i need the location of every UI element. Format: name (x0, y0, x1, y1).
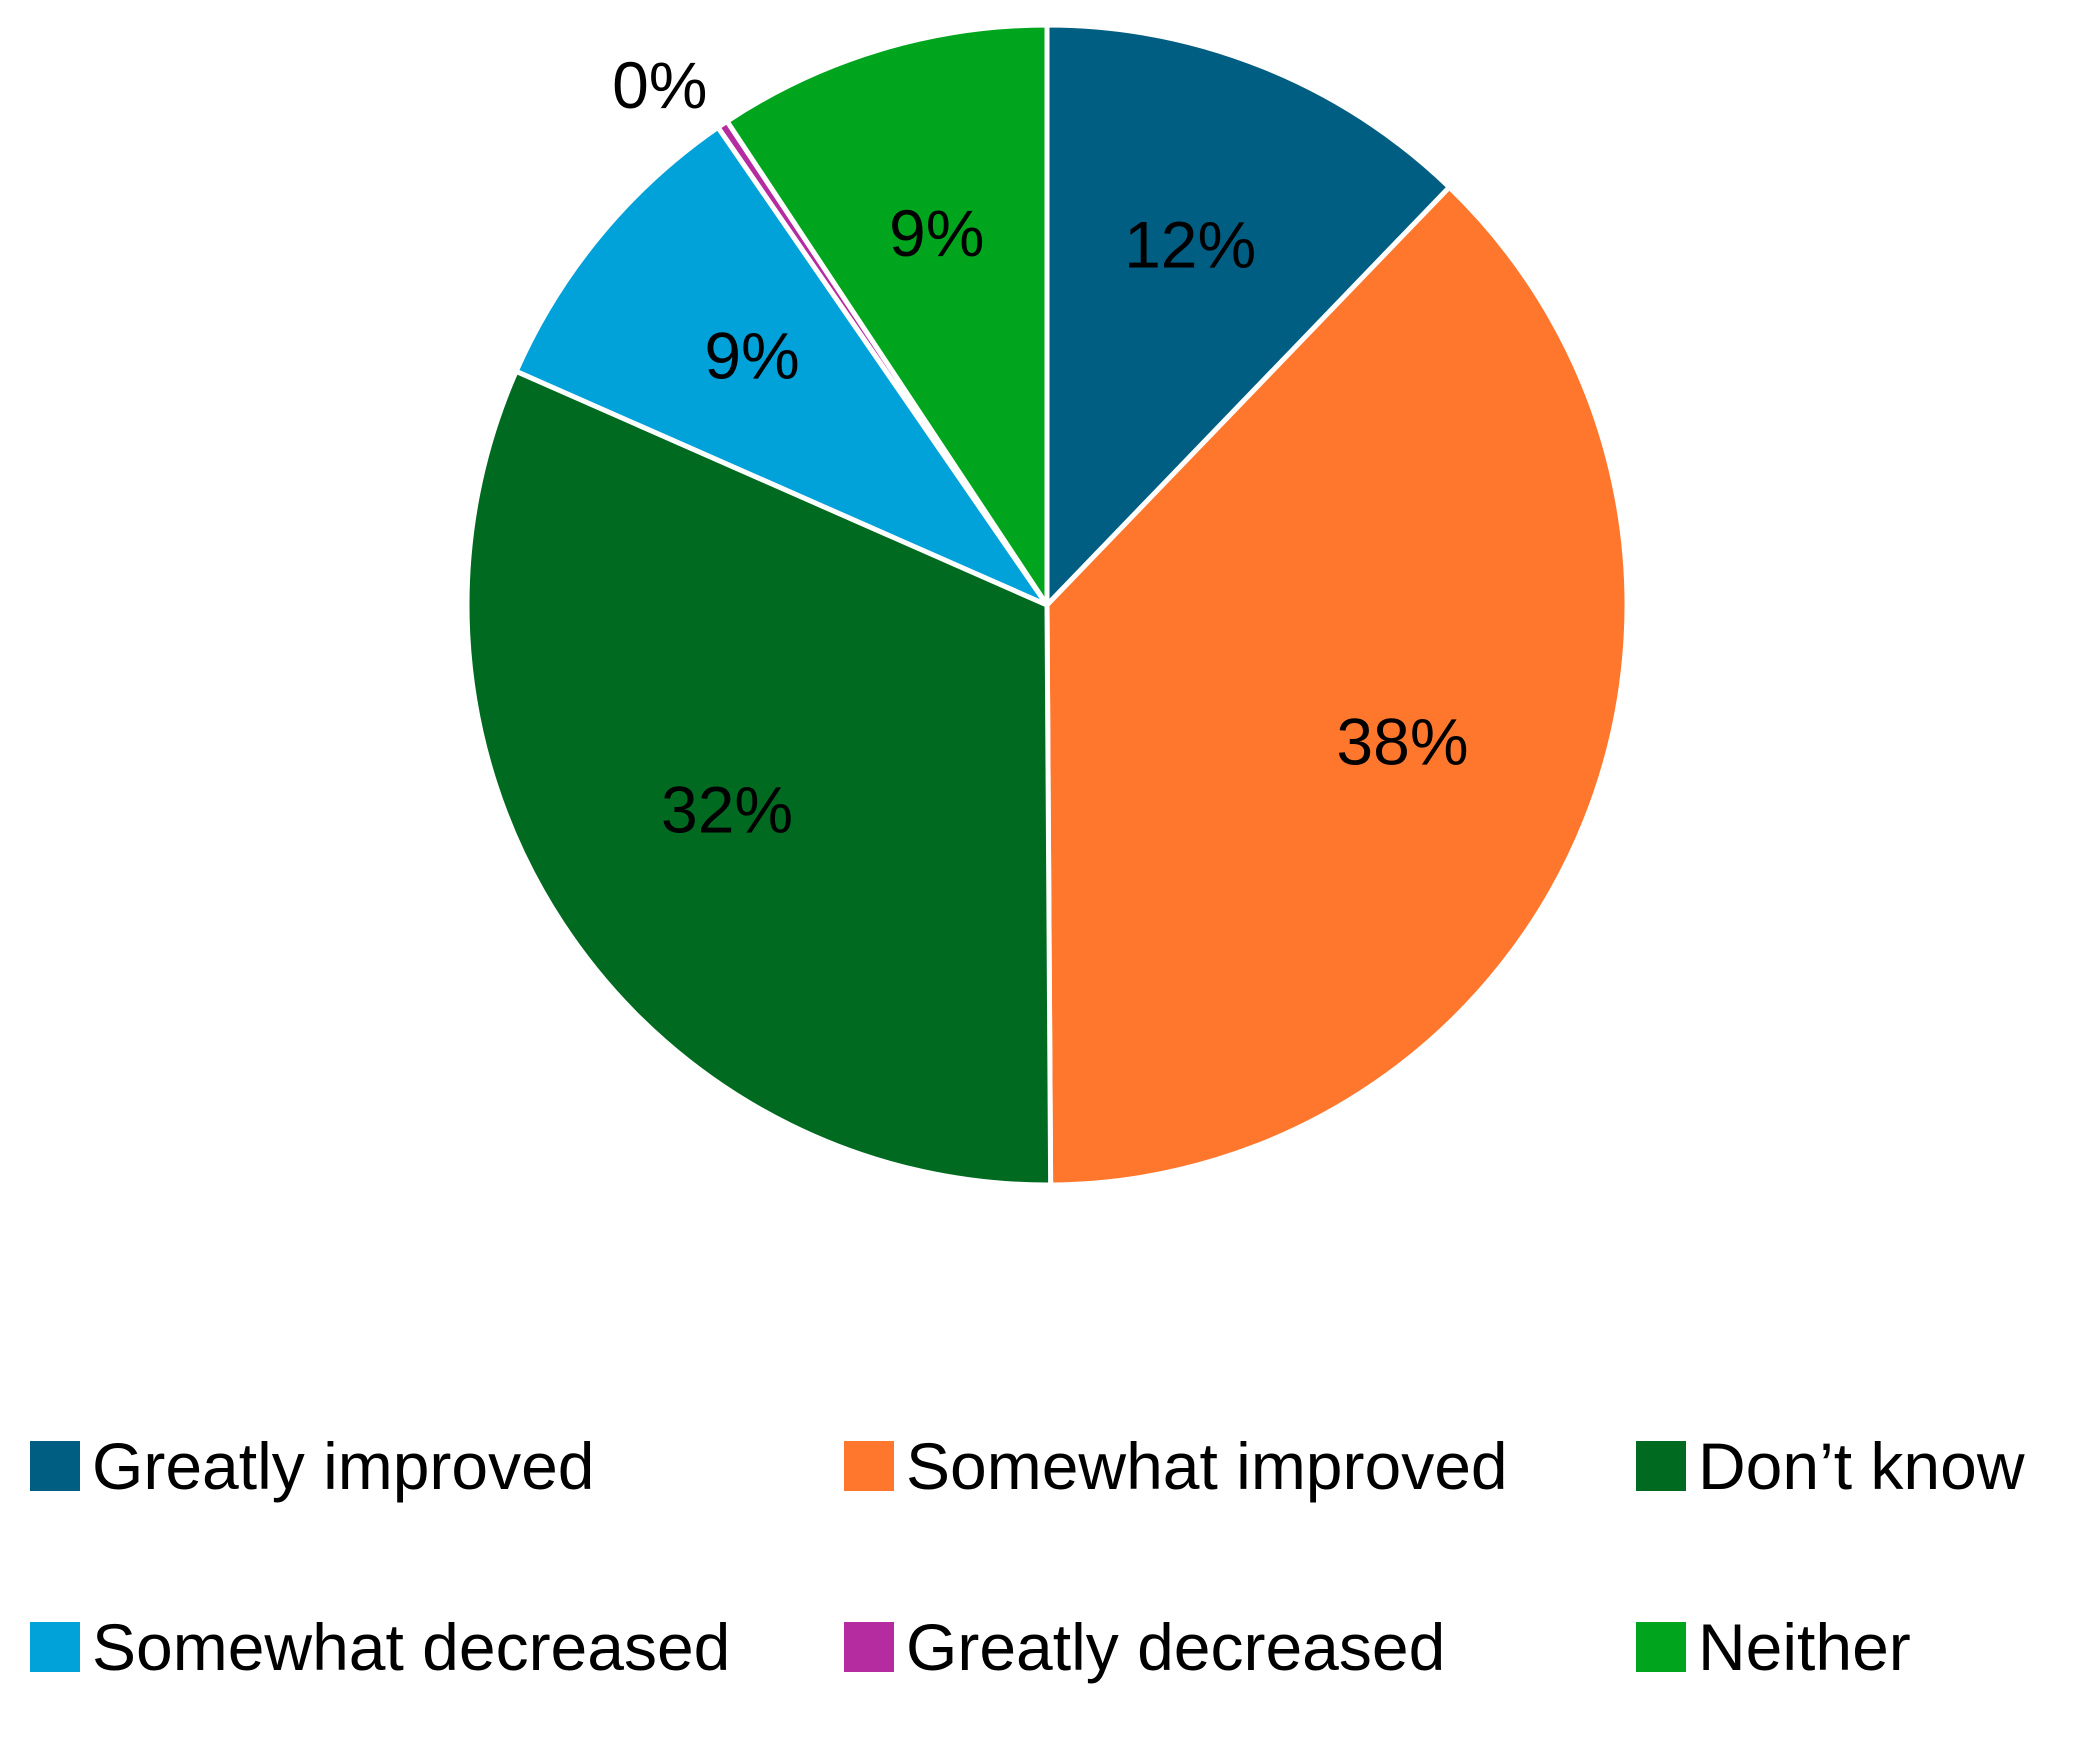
slice-somewhat-decreased[interactable] (513, 124, 1050, 608)
data-label-somewhat-improved: 38% (1336, 704, 1468, 778)
data-label-don-t-know: 32% (661, 773, 793, 847)
slice-don-t-know[interactable] (464, 368, 1054, 1188)
slice-greatly-improved[interactable] (1044, 22, 1452, 608)
pie-data-labels: 12% 38% 32% 9% 0% 9% (612, 48, 1468, 847)
slice-somewhat-improved[interactable] (1044, 184, 1630, 1188)
data-label-greatly-decreased: 0% (612, 48, 707, 122)
data-label-neither: 9% (889, 196, 984, 270)
data-label-greatly-improved: 12% (1124, 207, 1256, 281)
data-label-somewhat-decreased: 9% (704, 318, 799, 392)
slice-neither[interactable] (724, 22, 1050, 608)
pie-slices (464, 22, 1630, 1188)
